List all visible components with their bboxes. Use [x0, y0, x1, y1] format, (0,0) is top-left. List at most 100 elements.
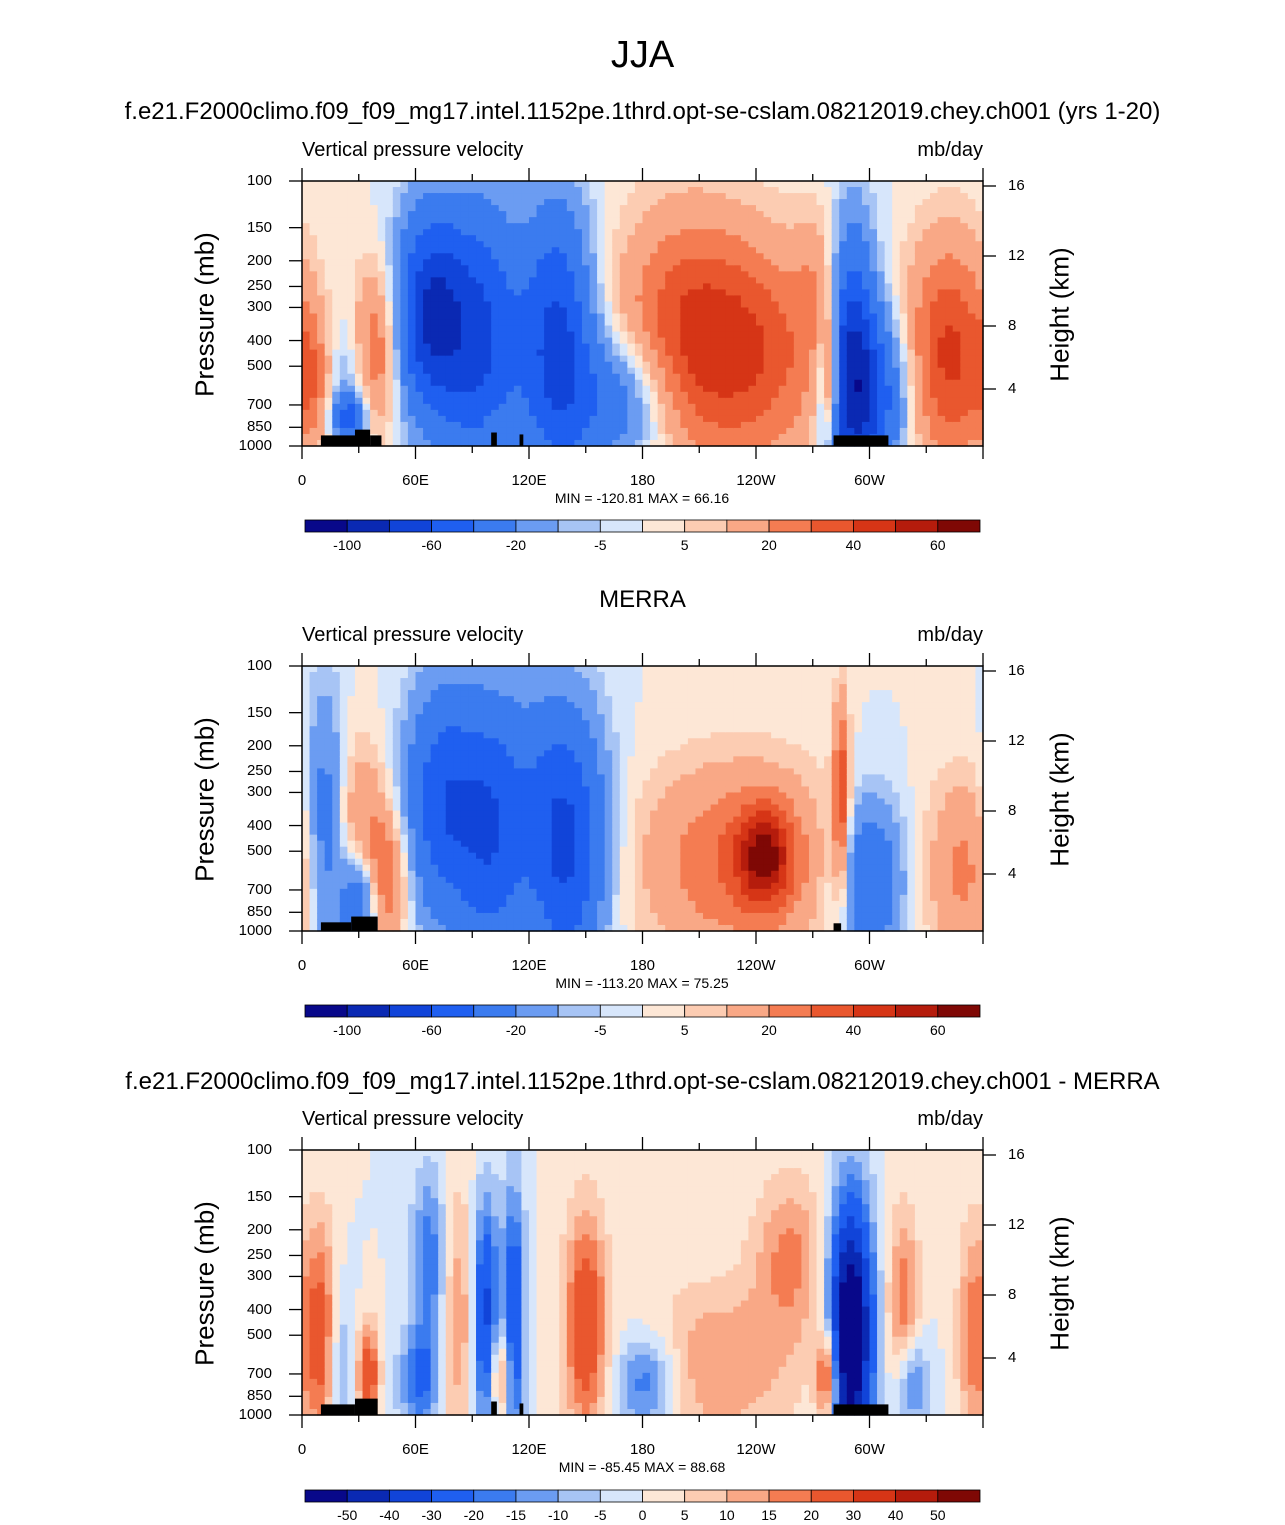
heatmap-cell: [642, 187, 651, 194]
heatmap-cell: [786, 265, 795, 272]
heatmap-cell: [831, 379, 840, 387]
heatmap-cell: [589, 403, 598, 411]
heatmap-cell: [695, 361, 704, 369]
heatmap-cell: [438, 379, 447, 387]
heatmap-cell: [877, 439, 886, 447]
heatmap-cell: [385, 373, 394, 381]
heatmap-cell: [430, 762, 439, 769]
heatmap-cell: [460, 181, 470, 188]
heatmap-cell: [657, 433, 666, 441]
heatmap-cell: [748, 187, 757, 194]
heatmap-cell: [362, 738, 371, 745]
heatmap-cell: [377, 409, 386, 417]
heatmap-cell: [332, 774, 341, 782]
heatmap-cell: [884, 337, 893, 345]
heatmap-cell: [498, 289, 507, 297]
heatmap-cell: [370, 756, 379, 763]
heatmap-cell: [302, 325, 311, 333]
heatmap-cell: [581, 331, 591, 339]
heatmap-cell: [763, 211, 772, 218]
heatmap-cell: [551, 217, 560, 224]
heatmap-cell: [407, 912, 417, 920]
heatmap-cell: [445, 403, 454, 411]
heatmap-cell: [453, 439, 462, 447]
heatmap-cell: [710, 217, 719, 224]
heatmap-cell: [544, 355, 553, 363]
heatmap-cell: [544, 301, 553, 309]
heatmap-cell: [703, 385, 712, 393]
heatmap-cell: [566, 427, 575, 435]
heatmap-cell: [695, 307, 704, 315]
heatmap-cell: [627, 427, 636, 435]
heatmap-cell: [907, 283, 916, 291]
heatmap-cell: [619, 271, 628, 278]
heatmap-cell: [302, 816, 311, 824]
heatmap-cell: [332, 888, 341, 896]
heatmap-cell: [392, 211, 401, 218]
heatmap-cell: [680, 415, 689, 423]
heatmap-cell: [559, 199, 568, 206]
heatmap-cell: [892, 307, 901, 315]
heatmap-cell: [339, 307, 348, 315]
heatmap-cell: [574, 205, 583, 212]
heatmap-cell: [407, 678, 417, 685]
heatmap-cell: [544, 193, 553, 200]
heatmap-cell: [559, 349, 568, 357]
heatmap-cell: [536, 397, 545, 405]
colorbar-box: [810, 519, 854, 533]
heatmap-cell: [370, 798, 379, 806]
heatmap-cell: [438, 918, 447, 926]
heatmap-cell: [536, 361, 545, 369]
heatmap-cell: [438, 319, 447, 327]
heatmap-cell: [544, 433, 553, 441]
heatmap-cell: [778, 343, 787, 351]
heatmap-cell: [347, 277, 356, 284]
heatmap-cell: [445, 379, 454, 387]
heatmap-cell: [725, 343, 734, 351]
heatmap-cell: [703, 439, 712, 447]
heatmap-cell: [634, 385, 644, 393]
heatmap-cell: [892, 259, 901, 266]
heatmap-cell: [665, 391, 674, 399]
heatmap-cell: [476, 409, 485, 417]
heatmap-cell: [771, 415, 780, 423]
heatmap-cell: [309, 846, 318, 854]
heatmap-cell: [657, 265, 666, 272]
heatmap-cell: [483, 295, 492, 303]
heatmap-cell: [945, 289, 954, 297]
heatmap-cell: [385, 211, 394, 218]
heatmap-cell: [513, 427, 523, 435]
heatmap-cell: [544, 439, 553, 447]
heatmap-cell: [362, 187, 371, 194]
heatmap-cell: [771, 439, 780, 447]
heatmap-cell: [339, 798, 348, 806]
heatmap-cell: [400, 301, 409, 309]
heatmap-cell: [581, 379, 591, 387]
heatmap-cell: [574, 337, 583, 345]
heatmap-cell: [385, 762, 394, 769]
heatmap-cell: [483, 259, 492, 266]
heatmap-cell: [544, 313, 553, 321]
heatmap-cell: [445, 666, 454, 673]
heatmap-cell: [861, 193, 871, 200]
heatmap-cell: [430, 307, 439, 315]
heatmap-cell: [854, 235, 863, 242]
heatmap-cell: [725, 199, 734, 206]
heatmap-cell: [778, 223, 787, 230]
heatmap-cell: [937, 265, 946, 272]
heatmap-cell: [438, 301, 447, 309]
heatmap-cell: [347, 696, 356, 703]
heatmap-cell: [937, 337, 946, 345]
heatmap-cell: [332, 403, 341, 411]
heatmap-cell: [725, 391, 734, 399]
heatmap-cell: [937, 433, 946, 441]
heatmap-cell: [680, 427, 689, 435]
heatmap-cell: [672, 355, 681, 363]
heatmap-cell: [846, 205, 855, 212]
heatmap-cell: [687, 433, 697, 441]
heatmap-cell: [407, 259, 417, 266]
heatmap-cell: [930, 295, 939, 303]
terrain-mask: [320, 435, 359, 446]
heatmap-cell: [332, 229, 341, 236]
heatmap-cell: [385, 361, 394, 369]
